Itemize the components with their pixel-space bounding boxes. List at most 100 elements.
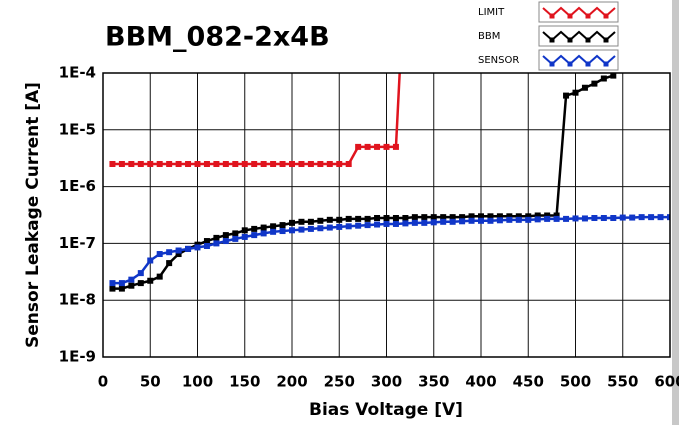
y-tick-label: 1E-9 <box>59 348 96 366</box>
legend-icon-marker <box>549 13 555 19</box>
data-point <box>307 225 314 232</box>
data-point <box>610 215 617 222</box>
plot-area <box>109 73 670 292</box>
data-point <box>128 282 135 289</box>
legend-icon-marker <box>549 61 555 67</box>
data-point <box>345 160 352 167</box>
data-point <box>166 260 173 267</box>
data-point <box>487 213 494 220</box>
data-point <box>137 160 144 167</box>
data-point <box>175 251 182 258</box>
data-point <box>591 215 598 222</box>
data-point <box>336 216 343 223</box>
data-point <box>619 214 626 221</box>
data-point <box>534 212 541 219</box>
data-point <box>563 215 570 222</box>
data-point <box>383 215 390 222</box>
legend-label: LIMIT <box>478 7 505 18</box>
data-point <box>411 219 418 226</box>
data-point <box>364 215 371 222</box>
data-point <box>147 277 154 284</box>
data-point <box>279 222 286 229</box>
data-point <box>251 232 258 239</box>
data-point <box>307 218 314 225</box>
data-point <box>600 75 607 82</box>
legend-icon-box <box>538 25 619 47</box>
data-point <box>213 234 220 241</box>
data-point <box>241 227 248 234</box>
data-point <box>648 214 655 221</box>
data-point <box>222 232 229 239</box>
data-point <box>449 214 456 221</box>
legend-icon-marker <box>585 37 591 43</box>
x-tick-label: 300 <box>371 373 402 391</box>
legend-icon-box <box>538 49 619 71</box>
data-point <box>563 92 570 99</box>
data-point <box>109 160 116 167</box>
data-point <box>421 214 428 221</box>
x-tick-label: 400 <box>465 373 496 391</box>
data-point <box>496 213 503 220</box>
x-tick-label: 100 <box>182 373 213 391</box>
data-point <box>336 160 343 167</box>
data-point <box>232 160 239 167</box>
data-point <box>222 238 229 245</box>
x-tick-label: 450 <box>513 373 544 391</box>
data-point <box>440 218 447 225</box>
data-point <box>326 216 333 223</box>
data-point <box>364 143 371 150</box>
data-point <box>326 224 333 231</box>
data-point <box>307 160 314 167</box>
data-point <box>166 249 173 256</box>
data-point <box>544 212 551 219</box>
data-point <box>374 143 381 150</box>
data-point <box>591 80 598 87</box>
data-point <box>298 218 305 225</box>
data-point <box>147 160 154 167</box>
legend-icon-marker <box>603 37 609 43</box>
data-point <box>496 217 503 224</box>
x-axis-label: Bias Voltage [V] <box>309 400 463 420</box>
data-point <box>459 214 466 221</box>
data-point <box>118 280 125 287</box>
data-point <box>298 226 305 233</box>
data-point <box>345 215 352 222</box>
legend-icon-marker <box>567 37 573 43</box>
data-point <box>468 213 475 220</box>
legend-icon-line <box>542 30 616 42</box>
data-point <box>213 160 220 167</box>
data-point <box>515 216 522 223</box>
data-point <box>260 230 267 237</box>
data-point <box>137 280 144 287</box>
legend-icon-marker <box>585 61 591 67</box>
data-point <box>251 225 258 232</box>
data-point <box>600 215 607 222</box>
data-point <box>411 214 418 221</box>
data-point <box>581 84 588 91</box>
data-point <box>336 223 343 230</box>
chart-title: BBM_082-2x4B <box>105 22 330 53</box>
y-axis-label: Sensor Leakage Current [A] <box>23 82 43 348</box>
y-tick-label: 1E-5 <box>59 120 96 138</box>
data-point <box>194 160 201 167</box>
data-point <box>421 219 428 226</box>
legend-icon-marker <box>603 13 609 19</box>
data-point <box>506 213 513 220</box>
legend-icon-marker <box>603 61 609 67</box>
legend-label: BBM <box>478 31 500 42</box>
data-point <box>289 227 295 234</box>
data-point <box>241 233 248 240</box>
data-point <box>203 160 210 167</box>
data-point <box>194 244 201 251</box>
data-point <box>185 160 192 167</box>
data-point <box>374 215 381 222</box>
data-point <box>317 160 324 167</box>
data-point <box>241 160 248 167</box>
data-point <box>203 238 210 245</box>
data-point <box>638 214 645 221</box>
data-point <box>487 217 494 224</box>
data-point <box>251 160 258 167</box>
data-point <box>326 160 333 167</box>
data-point <box>553 212 560 219</box>
